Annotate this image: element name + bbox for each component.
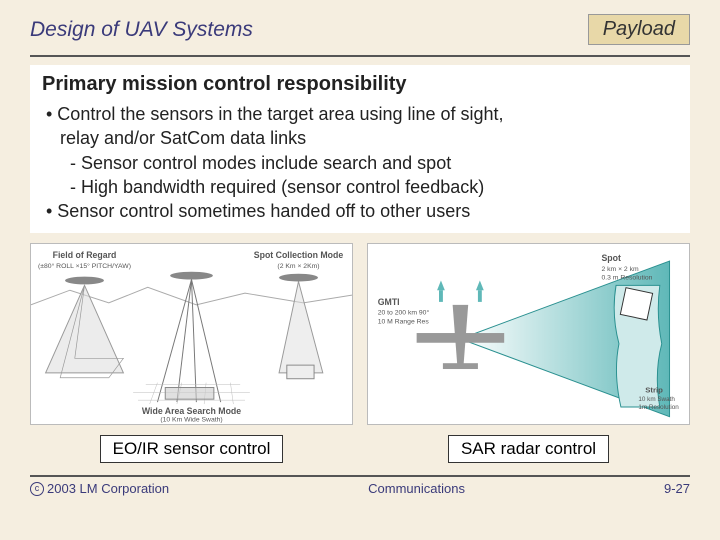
page-title: Design of UAV Systems xyxy=(30,18,253,42)
bullet-line: - Sensor control modes include search an… xyxy=(42,151,678,175)
svg-text:2 km × 2 km: 2 km × 2 km xyxy=(601,266,639,273)
svg-text:Field of Regard: Field of Regard xyxy=(53,251,117,261)
copyright-text: 2003 LM Corporation xyxy=(47,481,169,496)
section-badge: Payload xyxy=(588,14,690,45)
svg-text:(2 Km × 2Km): (2 Km × 2Km) xyxy=(277,263,319,270)
subtitle: Primary mission control responsibility xyxy=(42,73,678,96)
bullet-line: relay and/or SatCom data links xyxy=(42,126,678,150)
svg-text:10 M Range Res: 10 M Range Res xyxy=(378,319,430,326)
footer: c 2003 LM Corporation Communications 9-2… xyxy=(0,481,720,496)
caption-sar: SAR radar control xyxy=(448,435,609,463)
svg-text:(±80° ROLL ×15° PITCH/YAW): (±80° ROLL ×15° PITCH/YAW) xyxy=(38,262,131,270)
copyright-icon: c xyxy=(30,482,44,496)
figure-sar: GMTI 20 to 200 km 90° 10 M Range Res Spo… xyxy=(367,243,690,425)
bullet-line: - High bandwidth required (sensor contro… xyxy=(42,175,678,199)
copyright: c 2003 LM Corporation xyxy=(30,481,169,496)
svg-text:0.3 m Resolution: 0.3 m Resolution xyxy=(601,275,652,282)
svg-text:Spot: Spot xyxy=(601,254,621,264)
svg-text:Wide Area Search Mode: Wide Area Search Mode xyxy=(142,406,241,416)
svg-text:20 to 200 km 90°: 20 to 200 km 90° xyxy=(378,309,430,317)
svg-text:(10 Km Wide Swath): (10 Km Wide Swath) xyxy=(160,417,222,424)
figure-eoir: Field of Regard (±80° ROLL ×15° PITCH/YA… xyxy=(30,243,353,425)
svg-text:Strip: Strip xyxy=(645,386,663,395)
svg-text:GMTI: GMTI xyxy=(378,297,400,307)
bullet-line: • Control the sensors in the target area… xyxy=(42,102,678,126)
content-panel: Primary mission control responsibility •… xyxy=(30,65,690,233)
svg-text:10 km Swath: 10 km Swath xyxy=(638,397,675,404)
svg-text:1m Resolution: 1m Resolution xyxy=(638,404,679,411)
bullet-list: • Control the sensors in the target area… xyxy=(42,102,678,223)
page-number: 9-27 xyxy=(664,481,690,496)
svg-text:Spot Collection Mode: Spot Collection Mode xyxy=(254,251,344,261)
divider-bottom xyxy=(30,475,690,477)
caption-eoir: EO/IR sensor control xyxy=(100,435,284,463)
bullet-line: • Sensor control sometimes handed off to… xyxy=(42,199,678,223)
footer-center: Communications xyxy=(368,481,465,496)
divider-top xyxy=(30,55,690,57)
